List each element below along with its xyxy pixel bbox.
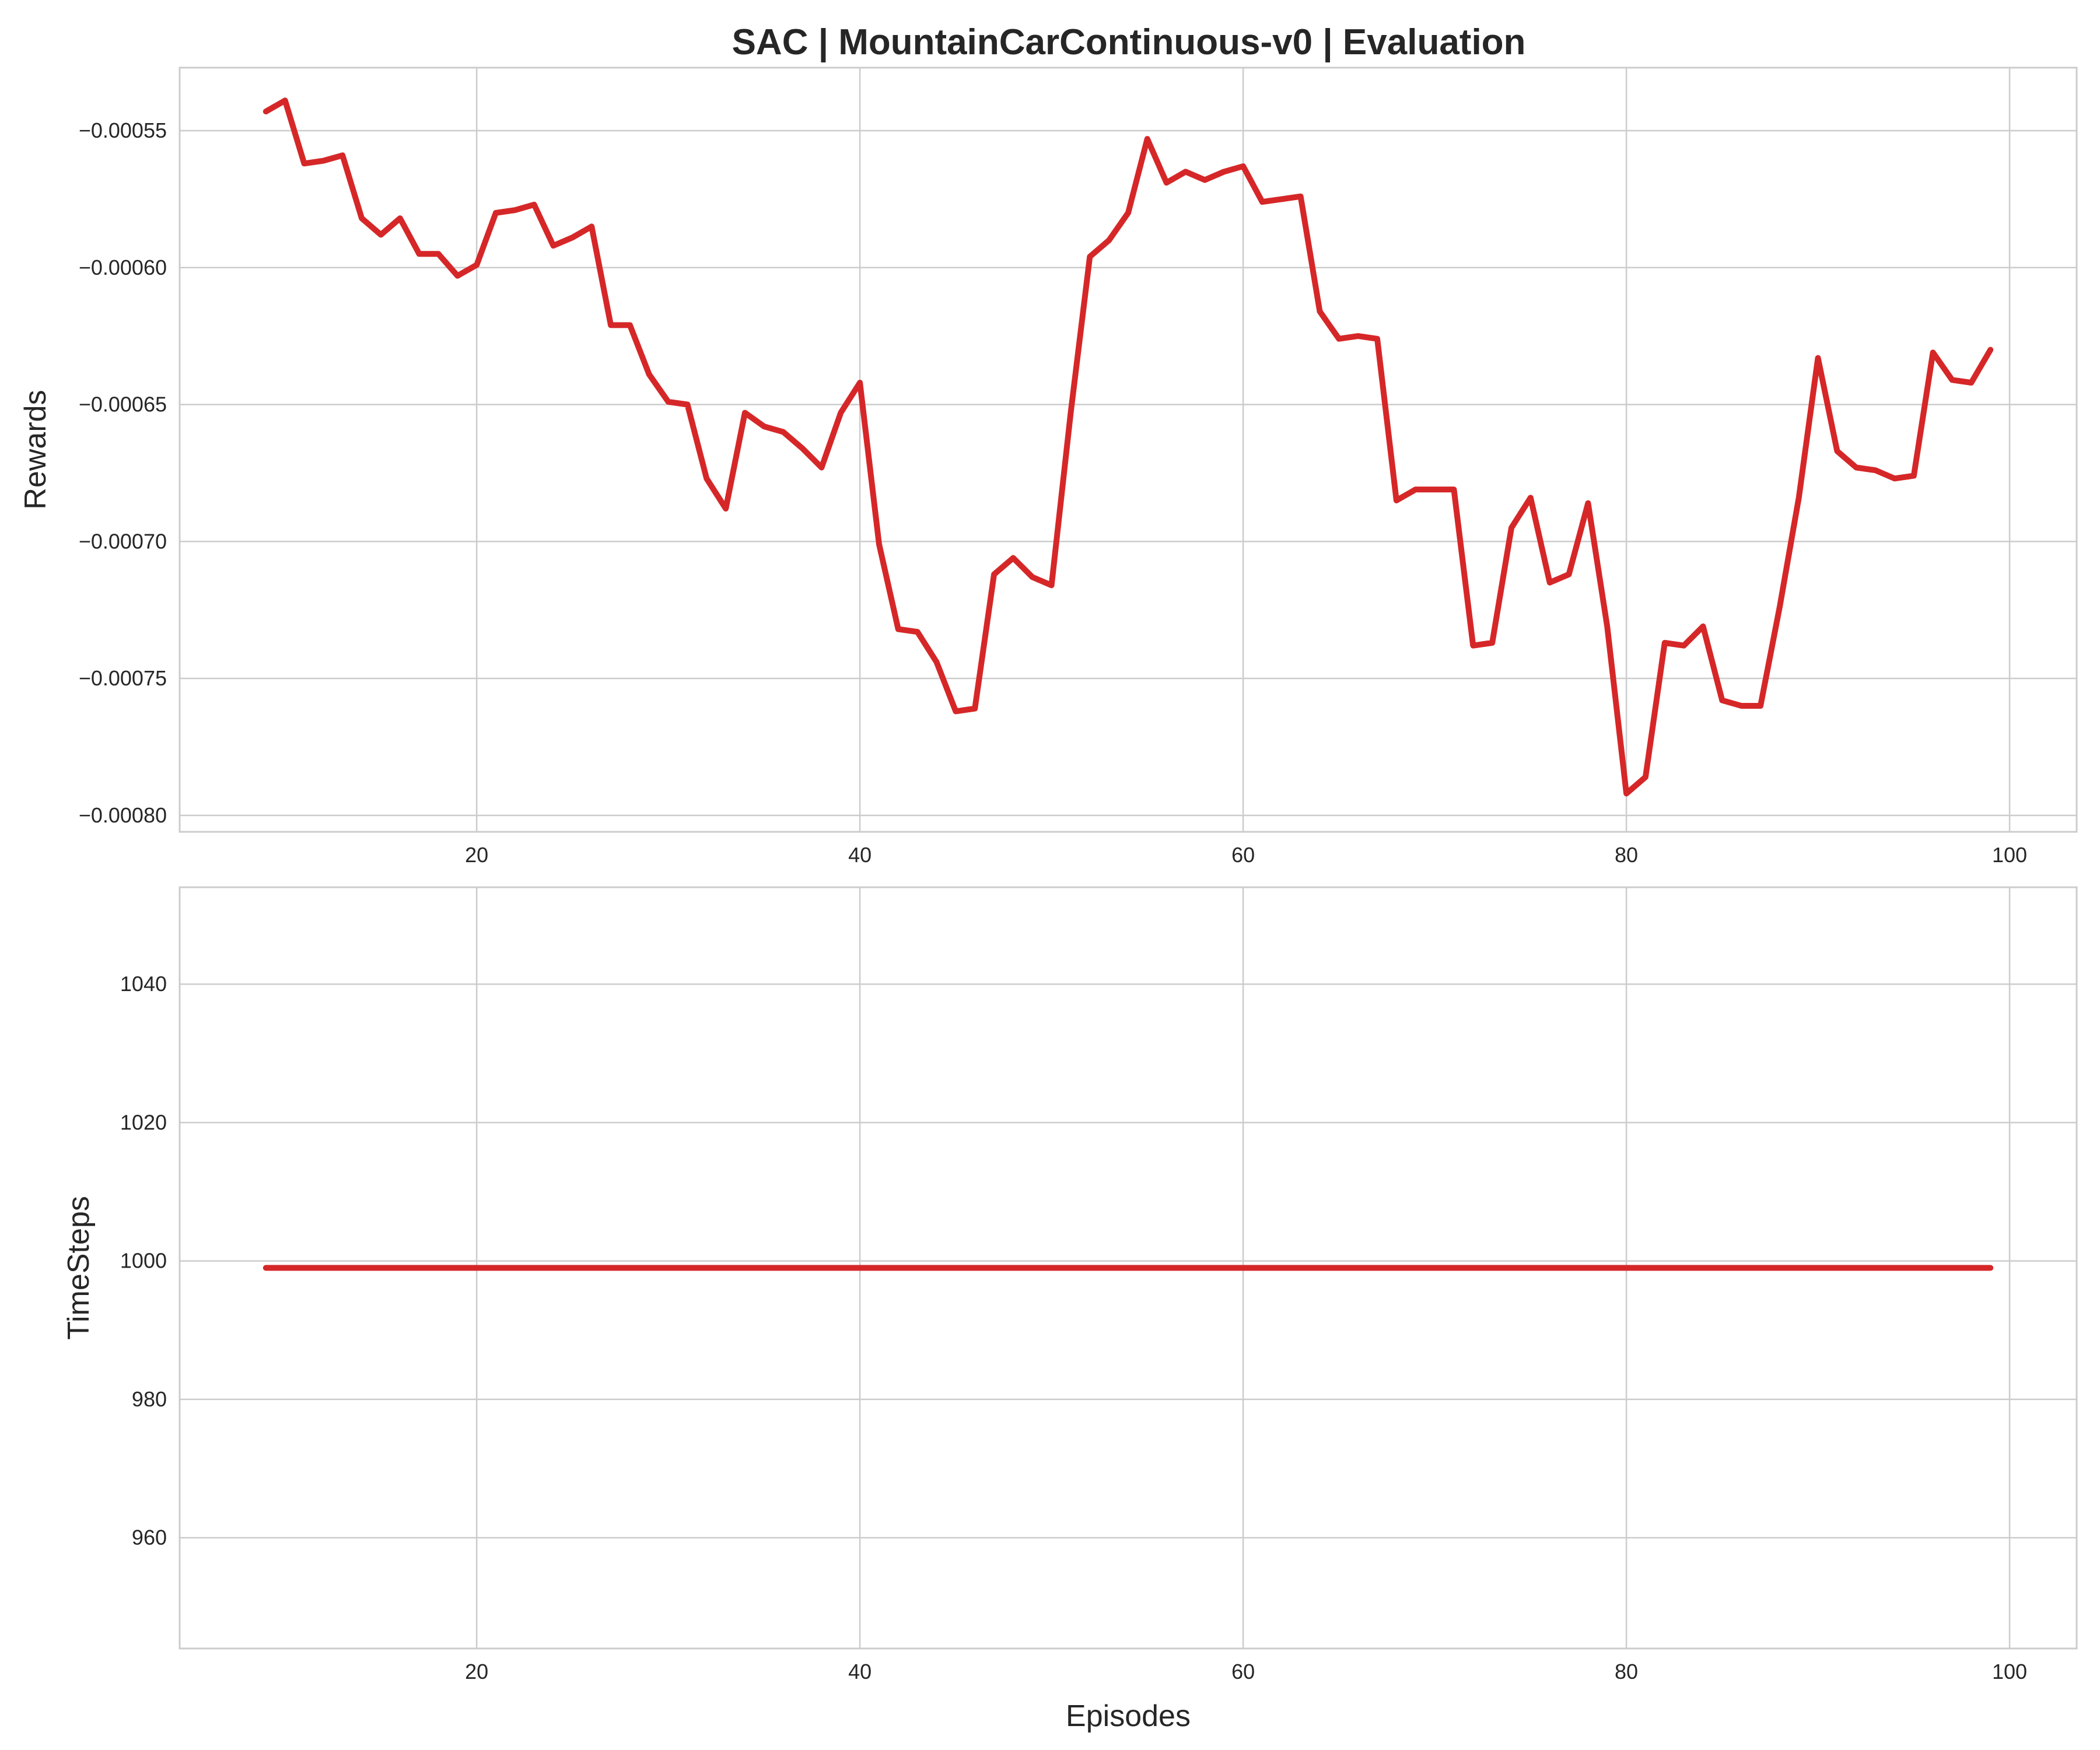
y-tick-label: 1000 xyxy=(120,1249,167,1273)
y-tick-label: 960 xyxy=(132,1525,167,1549)
plot-frame xyxy=(178,886,2078,1650)
y-tick-label: 980 xyxy=(132,1387,167,1411)
x-tick-label: 60 xyxy=(1231,1660,1255,1684)
x-tick-label: 40 xyxy=(848,1660,872,1684)
x-axis-label: Episodes xyxy=(1066,1699,1191,1733)
y-tick-label: −0.00075 xyxy=(79,666,167,690)
y-tick-label: 1020 xyxy=(120,1110,167,1134)
x-tick-label: 20 xyxy=(465,843,488,867)
x-tick-label: 80 xyxy=(1615,843,1638,867)
timesteps-panel: 20 40 60 80 100 960 980 1000 1020 1040 TimeSteps Ep… xyxy=(62,886,2078,1733)
plot-frame xyxy=(178,66,2078,833)
y-tick-label: −0.00080 xyxy=(79,803,167,827)
y-tick-label: −0.00065 xyxy=(79,393,167,416)
y-tick-label: −0.00060 xyxy=(79,256,167,279)
x-tick-label: 100 xyxy=(1992,1660,2027,1684)
rewards-panel: 20 40 60 80 100 −0.00055 −0.00060 −0.00065 −0.00… xyxy=(19,66,2078,867)
x-tick-label: 60 xyxy=(1231,843,1255,867)
x-tick-label: 100 xyxy=(1992,843,2027,867)
series-line xyxy=(262,97,1994,797)
x-tick-label: 40 xyxy=(848,843,872,867)
y-tick-label: −0.00070 xyxy=(79,529,167,553)
y-tick-label: 1040 xyxy=(120,972,167,996)
y-axis-label: Rewards xyxy=(19,390,52,509)
chart-title: SAC | MountainCarContinuous-v0 | Evaluat… xyxy=(732,22,1526,63)
x-tick-label: 20 xyxy=(465,1660,488,1684)
x-tick-label: 80 xyxy=(1615,1660,1638,1684)
y-tick-label: −0.00055 xyxy=(79,118,167,142)
y-axis-label: TimeSteps xyxy=(62,1196,96,1340)
